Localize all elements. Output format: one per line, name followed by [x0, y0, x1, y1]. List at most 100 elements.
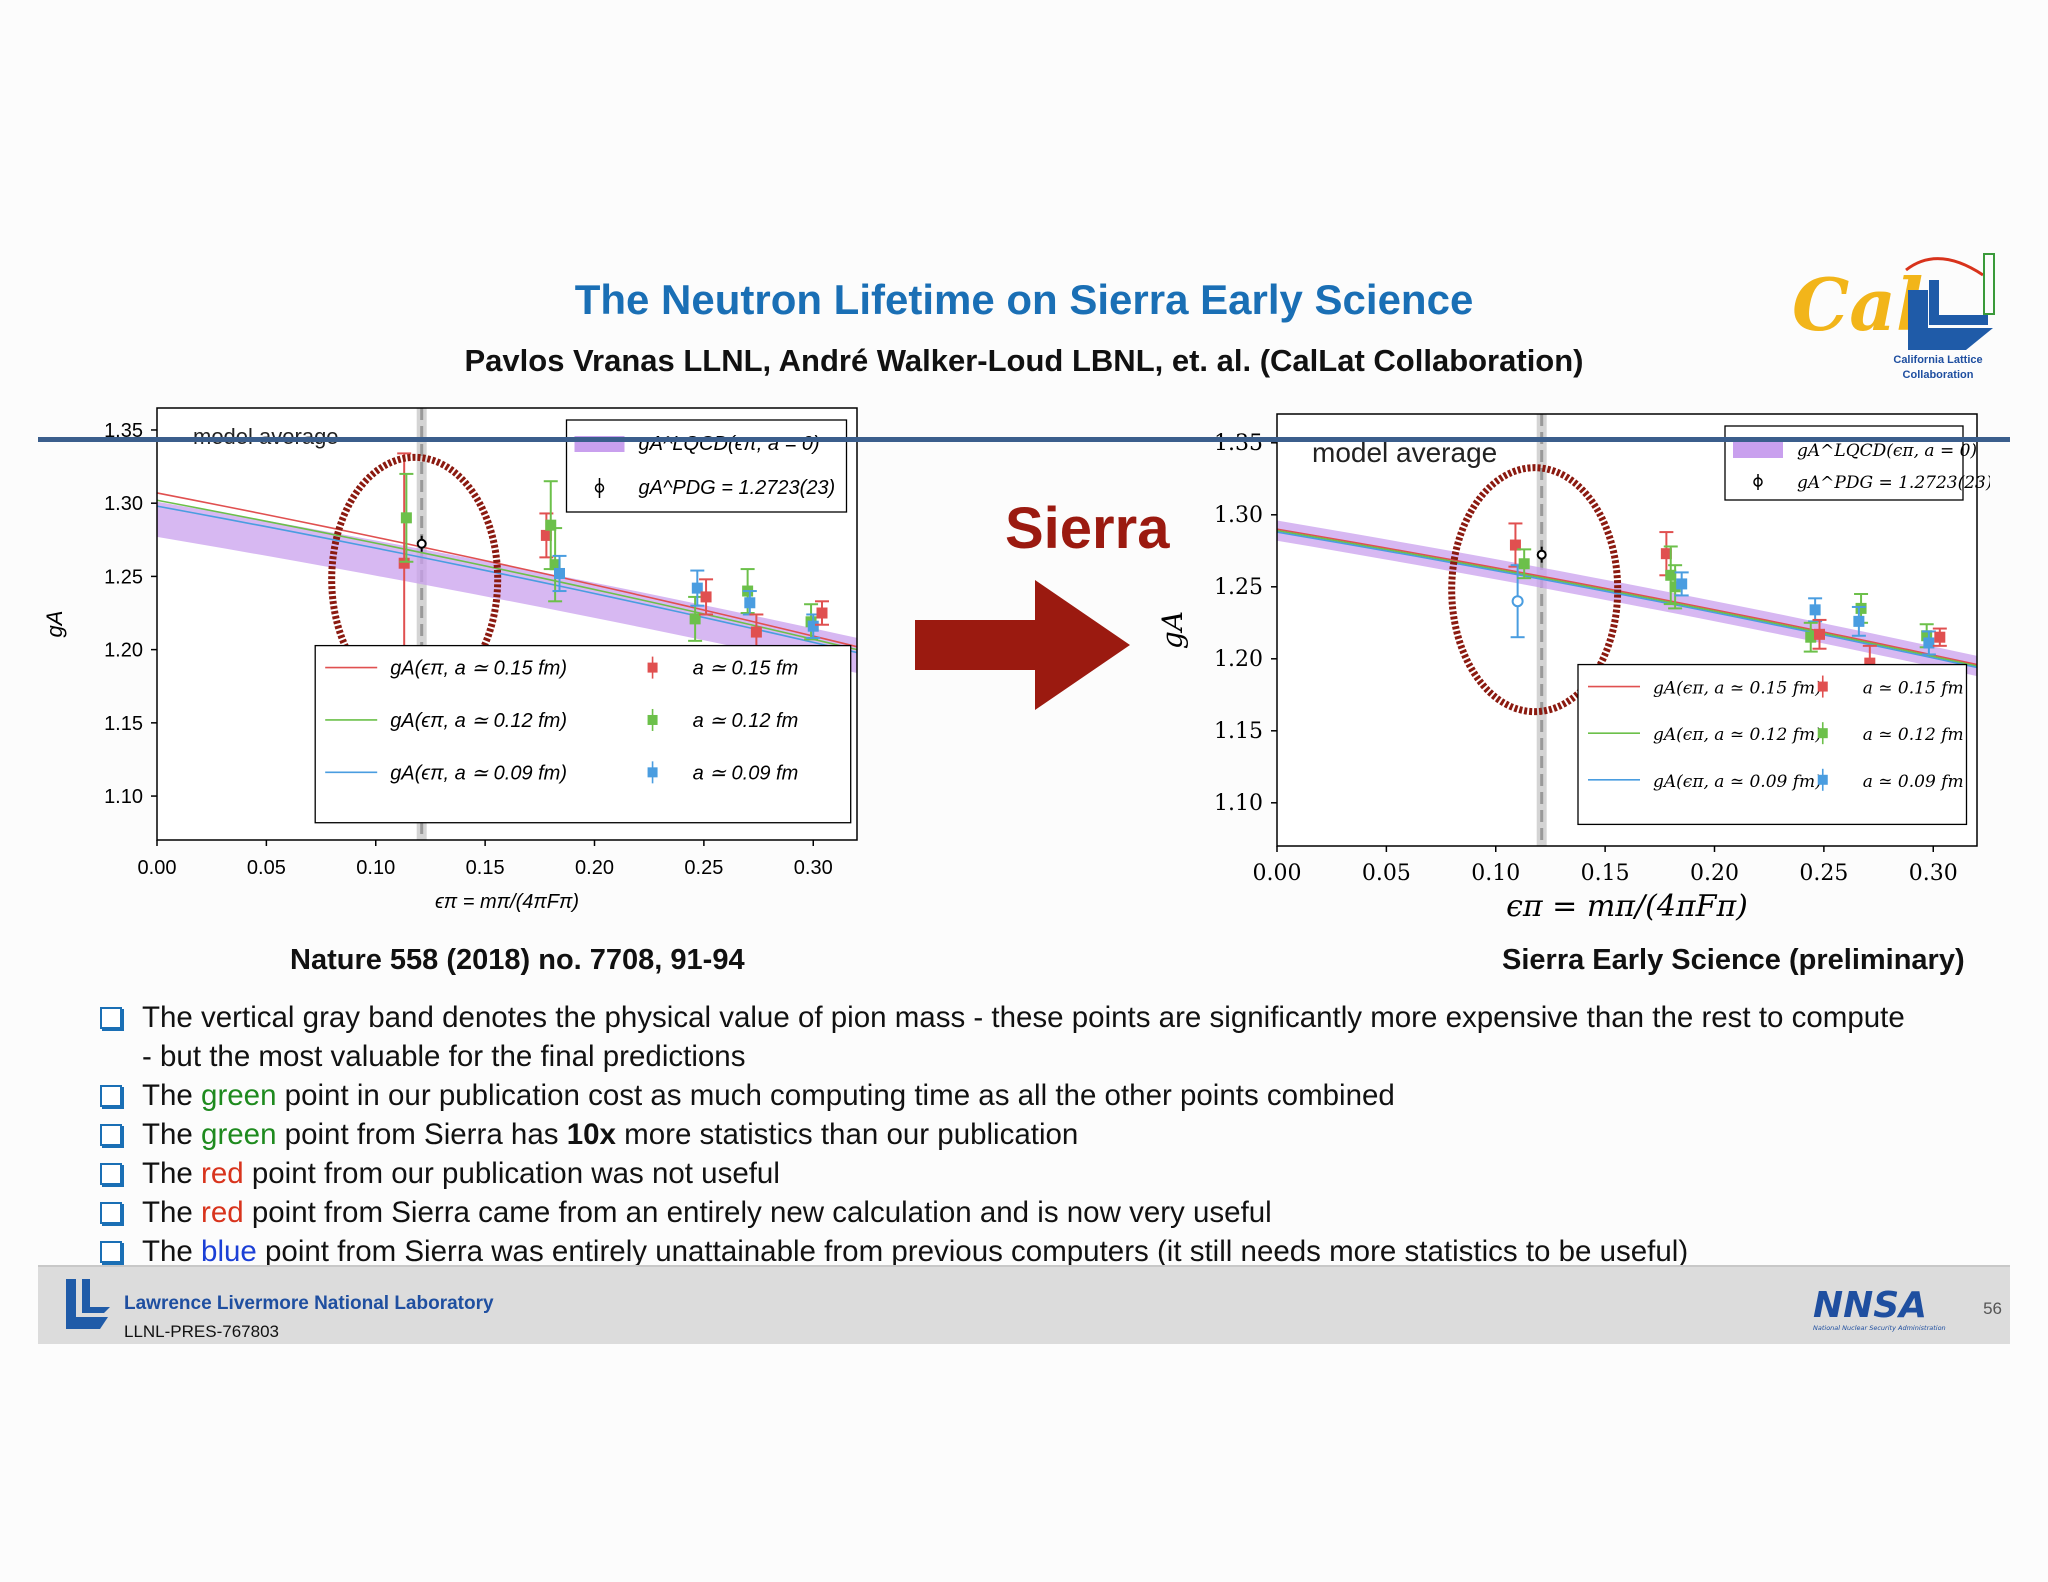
legend-curve-label-blue: gA(ϵπ, a ≃ 0.09 fm) — [390, 762, 567, 784]
right-arrow-icon — [915, 580, 1135, 715]
callat-logo: Cal California Lattice Collaboration — [1788, 250, 2008, 390]
data-point-red — [1508, 522, 1523, 568]
x-tick-label: 0.10 — [1471, 861, 1520, 886]
x-tick-label: 0.15 — [1581, 861, 1630, 886]
chart-left-svg: 1.10 1.15 1.20 1.25 1.30 1.35 0.00 0.05 0.10 0.15… — [42, 407, 858, 913]
marker — [1676, 578, 1688, 590]
marker — [1509, 539, 1521, 551]
y-tick-label: 1.10 — [104, 786, 143, 808]
bullet-6: The blue point from Sierra was entirely … — [98, 1232, 1998, 1271]
marker — [689, 613, 701, 625]
footer-lab-name: Lawrence Livermore National Laboratory — [124, 1293, 494, 1314]
header-rule — [38, 437, 2010, 442]
x-tick-label: 0.30 — [794, 857, 833, 879]
legend-bottom-box — [314, 644, 852, 824]
pdg-marker — [1536, 549, 1547, 560]
chart-right: 1.10 1.15 1.20 1.25 1.30 1.35 0.00 0.05 0.10 0.15… — [1160, 402, 1990, 942]
checkbox-icon — [100, 1007, 122, 1029]
fit-curve-green — [1276, 529, 1978, 667]
x-tick-label: 0.00 — [138, 857, 177, 879]
x-tick-label: 0.10 — [356, 857, 395, 879]
page-number: 56 — [1983, 1299, 2002, 1318]
y-tick-label: 1.20 — [1214, 647, 1263, 672]
caption-left: Nature 558 (2018) no. 7708, 91-94 — [290, 944, 745, 976]
legend-curve-label-red: gA(ϵπ, a ≃ 0.15 fm) — [1653, 679, 1822, 699]
marker — [1805, 631, 1817, 643]
legend-marker-label-red: a ≃ 0.15 fm — [693, 658, 799, 680]
y-tick-label: 1.25 — [1214, 575, 1263, 600]
x-tick-label: 0.25 — [684, 857, 723, 879]
data-point-green — [688, 595, 703, 642]
chart-left: 1.10 1.15 1.20 1.25 1.30 1.35 0.00 0.05 0.10 0.15… — [40, 402, 870, 942]
marker — [1669, 581, 1681, 593]
legend-marker-red — [1817, 681, 1828, 692]
marker — [1864, 657, 1876, 669]
data-point-blue — [552, 554, 567, 593]
legend-curve-label-blue: gA(ϵπ, a ≃ 0.09 fm) — [1653, 772, 1822, 792]
legend-marker-green — [647, 714, 658, 725]
x-axis-label: ϵπ = mπ/(4πFπ) — [1506, 889, 1748, 924]
bullet-list: The vertical gray band denotes the physi… — [98, 998, 1998, 1271]
y-axis-label: gA — [1160, 611, 1189, 649]
marker — [549, 559, 561, 571]
marker — [1855, 602, 1867, 614]
y-tick-label: 1.10 — [1214, 791, 1263, 816]
legend-marker-label-red: a ≃ 0.15 fm — [1863, 679, 1964, 699]
data-point-red — [1932, 627, 1947, 647]
marker — [1853, 615, 1865, 627]
marker — [1934, 631, 1946, 643]
slide-authors: Pavlos Vranas LLNL, André Walker-Loud LB… — [464, 343, 1584, 378]
svg-text:Collaboration: Collaboration — [1903, 369, 1974, 381]
data-point-blue — [1851, 605, 1866, 637]
y-tick-label: 1.15 — [1214, 719, 1263, 744]
plot-frame — [156, 407, 858, 841]
marker — [744, 597, 756, 609]
data-point-blue — [690, 569, 705, 607]
legend-bottom-box — [1577, 663, 1968, 826]
legend-pdg-label: gA^PDG = 1.2723(23) — [1797, 473, 1990, 493]
svg-text:NNSA: NNSA — [1813, 1285, 1927, 1326]
data-point-red — [1812, 618, 1827, 650]
bullet-5: The red point from Sierra came from an e… — [98, 1193, 1998, 1232]
y-tick-label: 1.25 — [104, 566, 143, 588]
legend-marker-label-green: a ≃ 0.12 fm — [1863, 725, 1964, 745]
fit-curve-red — [156, 492, 858, 648]
marker — [807, 620, 819, 632]
legend-top-box — [565, 419, 848, 513]
bullet-3: The green point from Sierra has 10x more… — [98, 1115, 1998, 1154]
x-tick-label: 0.25 — [1799, 861, 1848, 886]
legend-marker-green — [1817, 728, 1828, 739]
marker — [1511, 595, 1524, 608]
x-tick-label: 0.05 — [247, 857, 286, 879]
x-axis-label: ϵπ = mπ/(4πFπ) — [435, 891, 579, 913]
caption-right: Sierra Early Science (preliminary) — [1502, 944, 1965, 976]
nnsa-logo-icon: NNSA National Nuclear Security Administr… — [1813, 1285, 1946, 1332]
highlight-oval — [1448, 464, 1622, 716]
legend-marker-blue — [1817, 774, 1828, 785]
marker — [1809, 604, 1821, 616]
pdg-point — [1536, 546, 1547, 563]
x-tick-label: 0.00 — [1253, 861, 1302, 886]
model-average-annotation: model average — [1312, 437, 1497, 468]
footer: Lawrence Livermore National Laboratory L… — [38, 1265, 2010, 1344]
y-tick-label: 1.30 — [1214, 503, 1263, 528]
x-tick-label: 0.30 — [1909, 861, 1958, 886]
legend-marker-red — [647, 662, 658, 673]
y-tick-label: 1.35 — [104, 420, 143, 442]
marker — [816, 607, 828, 619]
legend-band-swatch — [1733, 442, 1783, 458]
x-tick-label: 0.20 — [1690, 861, 1739, 886]
lqcd-band — [157, 501, 857, 674]
y-tick-label: 1.20 — [104, 640, 143, 662]
legend-marker-label-green: a ≃ 0.12 fm — [693, 710, 799, 732]
y-axis-label: gA — [42, 611, 67, 638]
pdg-point — [416, 535, 427, 552]
marker — [700, 591, 712, 603]
legend-curve-label-green: gA(ϵπ, a ≃ 0.12 fm) — [390, 710, 567, 732]
x-tick-label: 0.20 — [575, 857, 614, 879]
bullet-1: The vertical gray band denotes the physi… — [98, 998, 1998, 1076]
checkbox-icon — [100, 1202, 122, 1224]
marker — [540, 529, 552, 541]
bullet-4: The red point from our publication was n… — [98, 1154, 1998, 1193]
legend-marker-blue — [647, 767, 658, 778]
